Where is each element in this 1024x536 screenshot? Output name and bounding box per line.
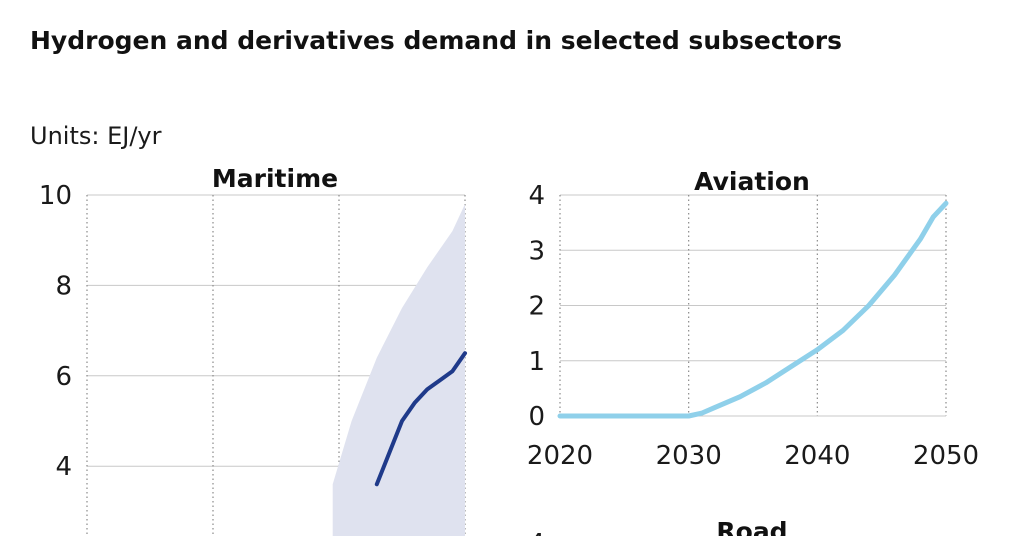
aviation-y-tick-label: 4	[528, 181, 545, 211]
maritime-y-tick-label: 8	[55, 271, 72, 301]
aviation-x-tick-label: 2020	[527, 441, 593, 471]
units-label: Units: EJ/yr	[30, 122, 162, 150]
aviation-y-tick-label: 2	[528, 292, 545, 322]
maritime-range-band	[332, 204, 465, 536]
aviation-panel: 4 3 2 1 0 2020 2030 2040 2050 Aviation	[527, 167, 979, 471]
road-panel-title: Road	[716, 517, 787, 536]
chart-title: Hydrogen and derivatives demand in selec…	[30, 26, 842, 55]
aviation-y-tick-label: 3	[528, 236, 545, 266]
aviation-y-tick-label: 0	[528, 402, 545, 432]
aviation-x-tick-label: 2040	[784, 441, 850, 471]
aviation-line	[557, 200, 949, 419]
aviation-y-tick-label: 1	[528, 347, 545, 377]
maritime-y-tick-label: 10	[39, 181, 72, 211]
aviation-x-tick-label: 2030	[656, 441, 722, 471]
maritime-median-line	[374, 351, 467, 487]
maritime-panel-title: Maritime	[212, 164, 338, 193]
maritime-y-tick-label: 4	[55, 452, 72, 482]
aviation-x-tick-label: 2050	[913, 441, 979, 471]
road-panel: Road 4	[528, 517, 787, 536]
road-y-tick-label: 4	[528, 529, 545, 536]
maritime-panel: 10 8 6 4 Maritime	[39, 164, 467, 536]
maritime-y-tick-label: 6	[55, 362, 72, 392]
aviation-panel-title: Aviation	[694, 167, 810, 196]
